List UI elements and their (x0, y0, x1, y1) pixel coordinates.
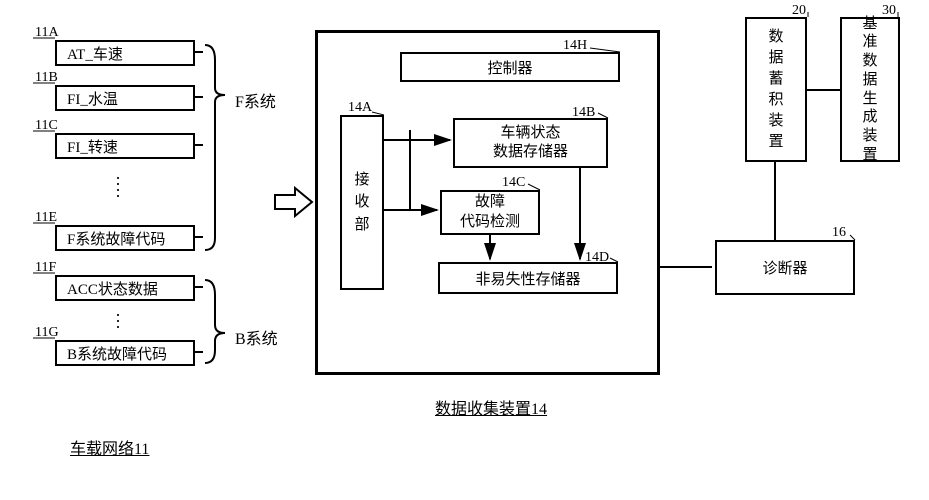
box-accum: 数 据 蓄 积 装 置 (745, 17, 807, 162)
tag-11g: 11G (35, 325, 59, 341)
text-11a: AT_车速 (67, 43, 123, 64)
text-11b: FI_水温 (67, 88, 118, 109)
label-fsystem: F系统 (235, 88, 276, 112)
tick-11a (195, 51, 203, 53)
tag-14c: 14C (502, 175, 525, 191)
box-nvmem: 非易失性存储器 (438, 262, 618, 294)
tick-11c (195, 144, 203, 146)
box-receiver: 接 收 部 (340, 115, 384, 290)
tag-14a: 14A (348, 100, 372, 116)
tick-11b (195, 96, 203, 98)
text-fault-detect: 故障 代码检测 (460, 193, 520, 232)
label-bsystem: B系统 (235, 325, 278, 349)
box-controller: 控制器 (400, 52, 620, 82)
dots-1: ···· (115, 175, 121, 199)
text-11g: B系统故障代码 (67, 343, 167, 364)
box-11b: FI_水温 (55, 85, 195, 111)
text-11f: ACC状态数据 (67, 278, 158, 299)
box-11f: ACC状态数据 (55, 275, 195, 301)
text-diag: 诊断器 (762, 257, 807, 278)
box-fault-detect: 故障 代码检测 (440, 190, 540, 235)
tag-11a: 11A (35, 25, 59, 41)
box-diag: 诊断器 (715, 240, 855, 295)
tick-11g (195, 351, 203, 353)
box-11c: FI_转速 (55, 133, 195, 159)
text-gen: 基 准 数 据 生 成 装 置 (862, 15, 877, 165)
tag-11f: 11F (35, 260, 56, 276)
box-gen: 基 准 数 据 生 成 装 置 (840, 17, 900, 162)
box-11a: AT_车速 (55, 40, 195, 66)
text-accum: 数 据 蓄 积 装 置 (768, 27, 783, 153)
text-vehicle-state: 车辆状态 数据存储器 (493, 124, 568, 163)
tick-11f (195, 286, 203, 288)
tick-11e (195, 236, 203, 238)
tag-11b: 11B (35, 70, 58, 86)
caption-collector: 数据收集装置14 (435, 395, 547, 419)
dots-2: ··· (115, 312, 121, 330)
text-nvmem: 非易失性存储器 (475, 268, 580, 289)
box-11e: F系统故障代码 (55, 225, 195, 251)
caption-network: 车载网络11 (70, 435, 149, 459)
box-11g: B系统故障代码 (55, 340, 195, 366)
tag-11e: 11E (35, 210, 57, 226)
text-11c: FI_转速 (67, 136, 118, 157)
text-receiver: 接 收 部 (354, 169, 369, 237)
tag-16: 16 (832, 225, 846, 241)
text-controller: 控制器 (487, 57, 532, 78)
box-vehicle-state: 车辆状态 数据存储器 (453, 118, 608, 168)
text-11e: F系统故障代码 (67, 228, 165, 249)
tag-11c: 11C (35, 118, 58, 134)
